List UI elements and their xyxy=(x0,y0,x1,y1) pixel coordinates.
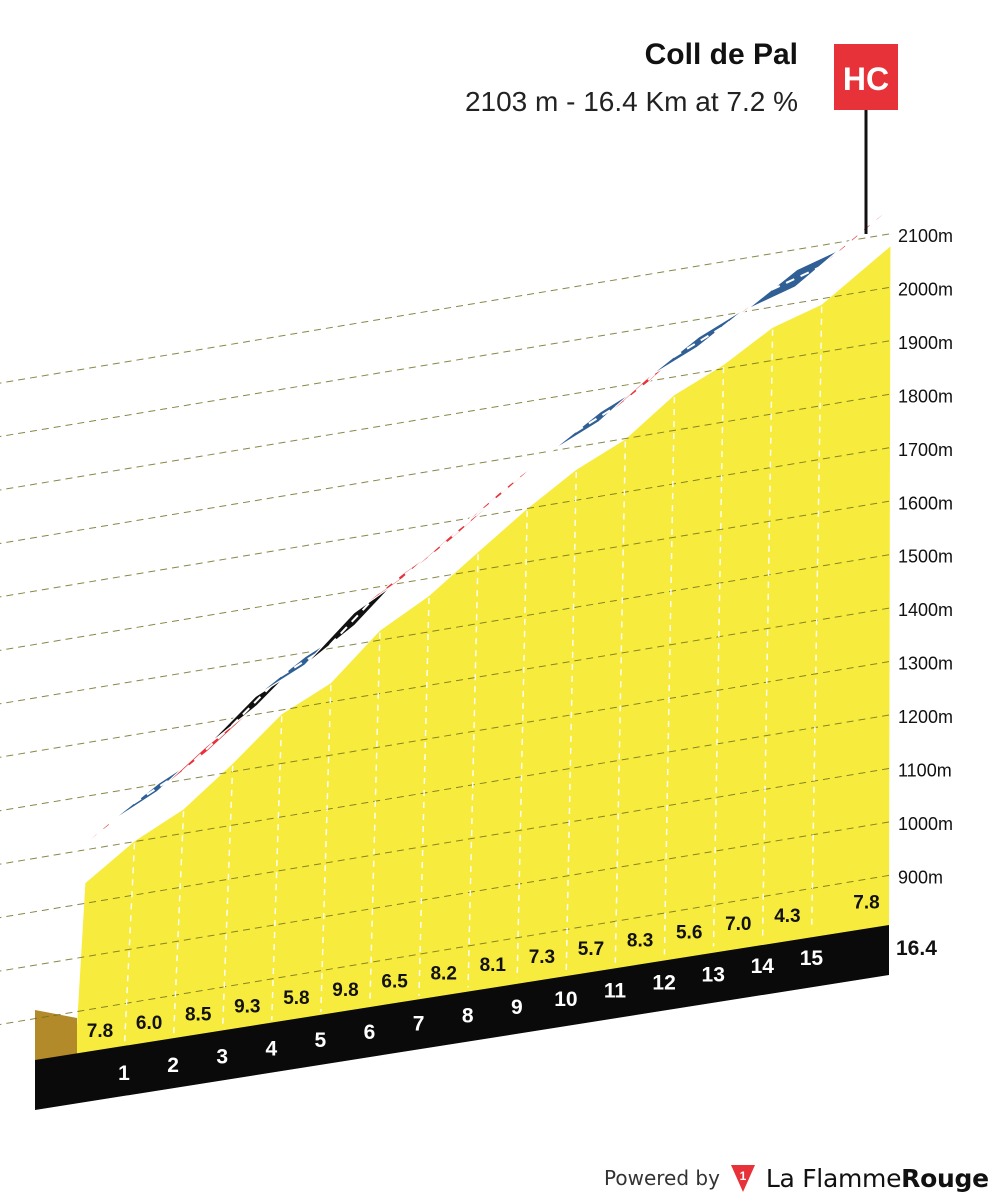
flag-logo-icon: 1 xyxy=(730,1165,755,1192)
gradient-label: 7.3 xyxy=(529,947,555,968)
km-label: 4 xyxy=(265,1037,277,1060)
km-gridline xyxy=(810,306,823,930)
brand-name-part1: La Flamme xyxy=(765,1163,902,1193)
climb-title: Coll de Pal xyxy=(644,38,798,71)
gradient-label: 8.3 xyxy=(627,931,653,952)
elevation-tick-label: 1200m xyxy=(898,707,953,727)
gradient-label: 5.6 xyxy=(676,922,702,943)
km-label: 14 xyxy=(751,955,775,978)
elevation-gridline xyxy=(0,661,890,812)
km-label: 11 xyxy=(604,980,627,1003)
km-label: 9 xyxy=(511,996,523,1019)
gradient-label: 7.0 xyxy=(725,914,751,935)
km-gridline xyxy=(123,843,136,1046)
elevation-gridline xyxy=(0,447,890,598)
footer-credit: Powered by 1 La FlammeRouge xyxy=(604,1160,989,1196)
gradient-label: 9.8 xyxy=(332,980,358,1001)
elevation-tick-label: 1900m xyxy=(898,333,953,353)
km-label: 2 xyxy=(167,1054,179,1077)
flag-logo-number: 1 xyxy=(740,1169,747,1183)
km-gridline xyxy=(761,329,774,938)
elevation-gridline xyxy=(0,607,890,758)
gradient-label: 5.7 xyxy=(578,939,604,960)
road-centerline xyxy=(181,725,233,773)
brand-name: La FlammeRouge xyxy=(766,1164,989,1193)
hc-category-flag xyxy=(834,44,898,110)
base-block xyxy=(35,1010,77,1064)
km-gridline xyxy=(369,632,381,1004)
km-label: 6 xyxy=(364,1021,376,1044)
climb-summary: 2103 m - 16.4 Km at 7.2 % xyxy=(464,86,798,117)
elevation-tick-label: 2000m xyxy=(898,279,953,299)
elevation-gridline xyxy=(0,874,890,1025)
profile-fill-area xyxy=(75,246,891,1061)
km-label: 3 xyxy=(216,1046,228,1069)
km-gridline xyxy=(467,554,479,988)
road-centerline xyxy=(230,675,282,727)
km-label: 15 xyxy=(800,947,824,970)
elevation-gridline xyxy=(0,233,890,384)
km-label: 5 xyxy=(315,1029,327,1052)
km-label: 1 xyxy=(118,1062,130,1085)
km-gridline xyxy=(614,441,627,963)
gradient-label: 9.3 xyxy=(234,996,260,1017)
elevation-gridline xyxy=(0,821,890,972)
km-band xyxy=(35,925,889,1110)
gradient-label: 7.8 xyxy=(87,1021,113,1042)
gradient-label: 6.5 xyxy=(381,972,408,993)
elevation-tick-label: 1400m xyxy=(898,600,953,620)
km-gridline xyxy=(221,765,234,1029)
elevation-gridline xyxy=(0,393,890,544)
elevation-tick-label: 1300m xyxy=(898,654,953,674)
elevation-tick-label: 1100m xyxy=(898,761,952,781)
km-label: 7 xyxy=(413,1013,425,1036)
km-label: 12 xyxy=(652,971,675,994)
elevation-tick-label: 1700m xyxy=(898,440,953,460)
hc-category-label: HC xyxy=(843,61,889,97)
gradient-label: 8.2 xyxy=(430,963,456,984)
elevation-gridline xyxy=(0,286,890,438)
elevation-gridline xyxy=(0,768,890,919)
elevation-gridline xyxy=(0,714,890,865)
brand-name-part2: Rouge xyxy=(901,1163,989,1193)
road-centerline xyxy=(329,592,380,646)
gradient-label: 6.0 xyxy=(136,1013,162,1034)
elevation-gridline xyxy=(0,554,890,705)
km-label: 13 xyxy=(702,963,725,986)
elevation-tick-label: 2100m xyxy=(898,226,953,246)
elevation-gridline xyxy=(0,500,890,651)
gradient-label: 5.8 xyxy=(283,988,309,1009)
km-label: 8 xyxy=(462,1004,474,1027)
gradient-label: 7.8 xyxy=(853,893,879,914)
total-distance-label: 16.4 xyxy=(896,937,937,960)
gradient-segment xyxy=(795,187,915,288)
km-gridline xyxy=(271,716,283,1021)
elevation-gridline xyxy=(0,340,890,491)
elevation-tick-label: 1500m xyxy=(898,547,953,567)
km-gridline xyxy=(663,397,676,955)
km-gridline xyxy=(712,367,725,947)
gradient-label: 8.1 xyxy=(480,955,507,976)
elevation-tick-label: 900m xyxy=(898,867,943,887)
elevation-tick-label: 1800m xyxy=(898,386,953,406)
elevation-tick-label: 1000m xyxy=(898,814,953,834)
gradient-label: 8.5 xyxy=(185,1005,212,1026)
powered-by-text: Powered by xyxy=(604,1166,720,1190)
elevation-tick-label: 1600m xyxy=(898,493,953,513)
km-gridline xyxy=(172,811,185,1037)
km-label: 10 xyxy=(554,988,577,1011)
gradient-label: 4.3 xyxy=(774,906,800,927)
